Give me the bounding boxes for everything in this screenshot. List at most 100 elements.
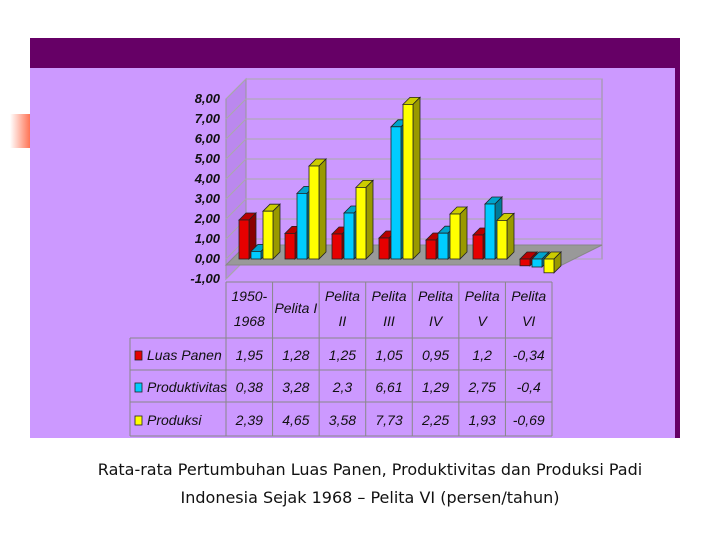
bar-front — [284, 232, 296, 260]
category-label: Pelita — [511, 288, 546, 304]
y-tick-label: 5,00 — [195, 151, 221, 166]
bar — [449, 206, 468, 260]
legend-swatch — [134, 415, 143, 426]
bar-front — [250, 250, 262, 260]
chart-caption: Rata-rata Pertumbuhan Luas Panen, Produk… — [30, 456, 710, 512]
y-tick-label: 7,00 — [195, 111, 221, 126]
bar-front — [496, 219, 508, 260]
data-label: 1,93 — [469, 412, 496, 428]
bar-front — [378, 237, 390, 260]
bar-front — [425, 239, 437, 260]
category-label: Pelita — [465, 288, 500, 304]
data-label: 1,95 — [236, 347, 263, 363]
bar-side — [506, 212, 515, 260]
category-label: Pelita — [371, 288, 406, 304]
data-label: -0,34 — [513, 347, 545, 363]
y-tick-label: 4,00 — [194, 171, 221, 186]
bar-front — [262, 210, 274, 260]
legend-entry: Luas Panen — [147, 347, 222, 363]
growth-bar-chart: 8,00 7,00 6,00 5,00 4,00 3,00 2,00 1,00 0,00 -1,0… — [129, 77, 603, 437]
bar-side — [272, 203, 281, 260]
category-label: VI — [522, 313, 535, 329]
gridline-side — [225, 158, 247, 180]
category-label: II — [339, 313, 347, 329]
gridline-side — [225, 198, 247, 220]
bar-front — [437, 232, 449, 260]
y-tick-label: 1,00 — [195, 231, 221, 246]
y-tick-label: 0,00 — [195, 251, 221, 266]
bar-front — [402, 104, 414, 260]
bar-side — [365, 179, 374, 260]
category-label: 1968 — [234, 313, 265, 329]
bar — [308, 158, 327, 260]
bar — [238, 212, 257, 260]
bar-side — [459, 206, 468, 260]
gridline-side — [225, 98, 247, 120]
data-label: 7,73 — [375, 412, 402, 428]
category-label: III — [383, 313, 395, 329]
bar-front — [484, 203, 496, 260]
bar — [402, 96, 421, 260]
data-label: 1,05 — [375, 347, 402, 363]
data-label: 0,38 — [236, 379, 263, 395]
category-label: V — [477, 313, 488, 329]
bar-front — [355, 186, 367, 260]
bar-front — [390, 126, 402, 260]
y-tick-label: 8,00 — [195, 91, 221, 106]
bar-front — [531, 258, 543, 268]
bar-side — [318, 158, 327, 260]
data-label: 6,61 — [375, 379, 402, 395]
caption-line-2: Indonesia Sejak 1968 – Pelita VI (persen… — [180, 488, 560, 507]
y-tick-label: 6,00 — [195, 131, 221, 146]
gridline-side — [225, 178, 247, 200]
bar-front — [472, 234, 484, 260]
panel-right-band — [675, 38, 680, 438]
data-label: 2,75 — [468, 379, 496, 395]
decorative-corner-shape — [10, 114, 32, 148]
category-label: IV — [429, 313, 444, 329]
bar-front — [296, 192, 308, 260]
category-label: Pelita — [325, 288, 360, 304]
data-label: 1,2 — [472, 347, 492, 363]
y-tick-label: 2,00 — [194, 211, 221, 226]
bar — [496, 212, 515, 260]
category-label: Pelita I — [274, 300, 317, 316]
legend-entry: Produksi — [147, 412, 202, 428]
bar-front — [331, 233, 343, 260]
gridline-side — [225, 138, 247, 160]
data-label: 3,28 — [282, 379, 309, 395]
data-label: 3,58 — [329, 412, 356, 428]
gridline-side — [225, 118, 247, 140]
data-label: 1,29 — [422, 379, 449, 395]
panel-top-band — [30, 38, 680, 68]
data-label: 1,25 — [329, 347, 356, 363]
y-tick-label: -1,00 — [190, 271, 220, 286]
chart-slide-panel: 8,00 7,00 6,00 5,00 4,00 3,00 2,00 1,00 0,00 -1,0… — [30, 38, 680, 438]
bar-front — [449, 213, 461, 260]
bar-side — [412, 96, 421, 260]
category-label: 1950- — [231, 288, 267, 304]
data-label: -0,4 — [517, 379, 541, 395]
data-label: 2,39 — [235, 412, 263, 428]
data-label: 2,25 — [421, 412, 449, 428]
bar — [543, 251, 562, 274]
category-label: Pelita — [418, 288, 453, 304]
bar — [355, 179, 374, 260]
data-label: 0,95 — [422, 347, 449, 363]
bar-front — [308, 165, 320, 260]
legend-entry: Produktivitas — [147, 379, 227, 395]
data-label: -0,69 — [513, 412, 545, 428]
data-label: 2,3 — [332, 379, 353, 395]
legend-swatch — [134, 350, 143, 361]
bar-front — [238, 219, 250, 260]
caption-line-1: Rata-rata Pertumbuhan Luas Panen, Produk… — [97, 460, 643, 479]
data-label: 1,28 — [282, 347, 309, 363]
bar-front — [519, 258, 531, 267]
y-tick-label: 3,00 — [195, 191, 221, 206]
gridline-side — [225, 78, 247, 100]
bar-front — [543, 258, 555, 274]
bar — [262, 203, 281, 260]
bar-front — [343, 212, 355, 260]
legend-swatch — [134, 382, 143, 393]
data-label: 4,65 — [282, 412, 309, 428]
